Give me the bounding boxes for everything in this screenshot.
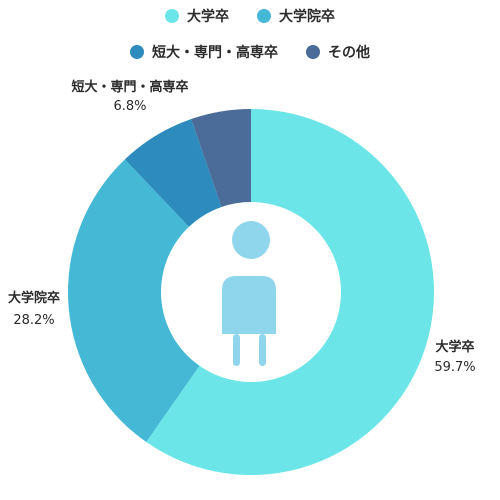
legend-item-daigakuinsotsu: 大学院卒 bbox=[257, 6, 335, 26]
slice-value-daigakuinsotsu: 28.2% bbox=[13, 313, 54, 328]
legend-row-1: 大学卒 大学院卒 bbox=[0, 6, 500, 26]
donut-slices bbox=[67, 109, 434, 475]
legend-item-tandai: 短大・専門・高専卒 bbox=[130, 42, 278, 62]
legend-row-2: 短大・専門・高専卒 その他 bbox=[0, 42, 500, 62]
person-icon-head bbox=[232, 221, 270, 259]
legend-swatch-sonota bbox=[306, 45, 320, 59]
legend-swatch-tandai bbox=[130, 45, 144, 59]
legend-swatch-daigakusotsu bbox=[165, 9, 179, 23]
legend-item-sonota: その他 bbox=[306, 42, 370, 62]
legend-label-sonota: その他 bbox=[328, 45, 370, 61]
slice-tandai bbox=[124, 119, 222, 227]
slice-labels: 大学卒 59.7% 大学院卒 28.2% 短大・専門・高専卒 6.8% bbox=[8, 79, 476, 375]
slice-label-tandai: 短大・専門・高専卒 bbox=[71, 79, 188, 95]
slice-daigakusotsu bbox=[146, 109, 434, 475]
legend-label-daigakuinsotsu: 大学院卒 bbox=[279, 9, 335, 25]
legend-swatch-daigakuinsotsu bbox=[257, 9, 271, 23]
person-icon-body bbox=[222, 276, 276, 334]
slice-label-daigakusotsu: 大学卒 bbox=[435, 339, 474, 355]
slice-daigakuinsotsu bbox=[67, 159, 200, 443]
slice-sonota bbox=[191, 109, 251, 207]
person-icon bbox=[222, 221, 276, 366]
person-icon-left-leg bbox=[233, 334, 240, 366]
legend-item-daigakusotsu: 大学卒 bbox=[165, 6, 229, 26]
legend-label-tandai: 短大・専門・高専卒 bbox=[152, 45, 278, 61]
slice-value-daigakusotsu: 59.7% bbox=[434, 360, 475, 375]
slice-value-tandai: 6.8% bbox=[113, 99, 146, 114]
slice-label-daigakuinsotsu: 大学院卒 bbox=[8, 290, 60, 306]
person-icon-right-leg bbox=[259, 334, 266, 366]
legend-label-daigakusotsu: 大学卒 bbox=[187, 9, 229, 25]
